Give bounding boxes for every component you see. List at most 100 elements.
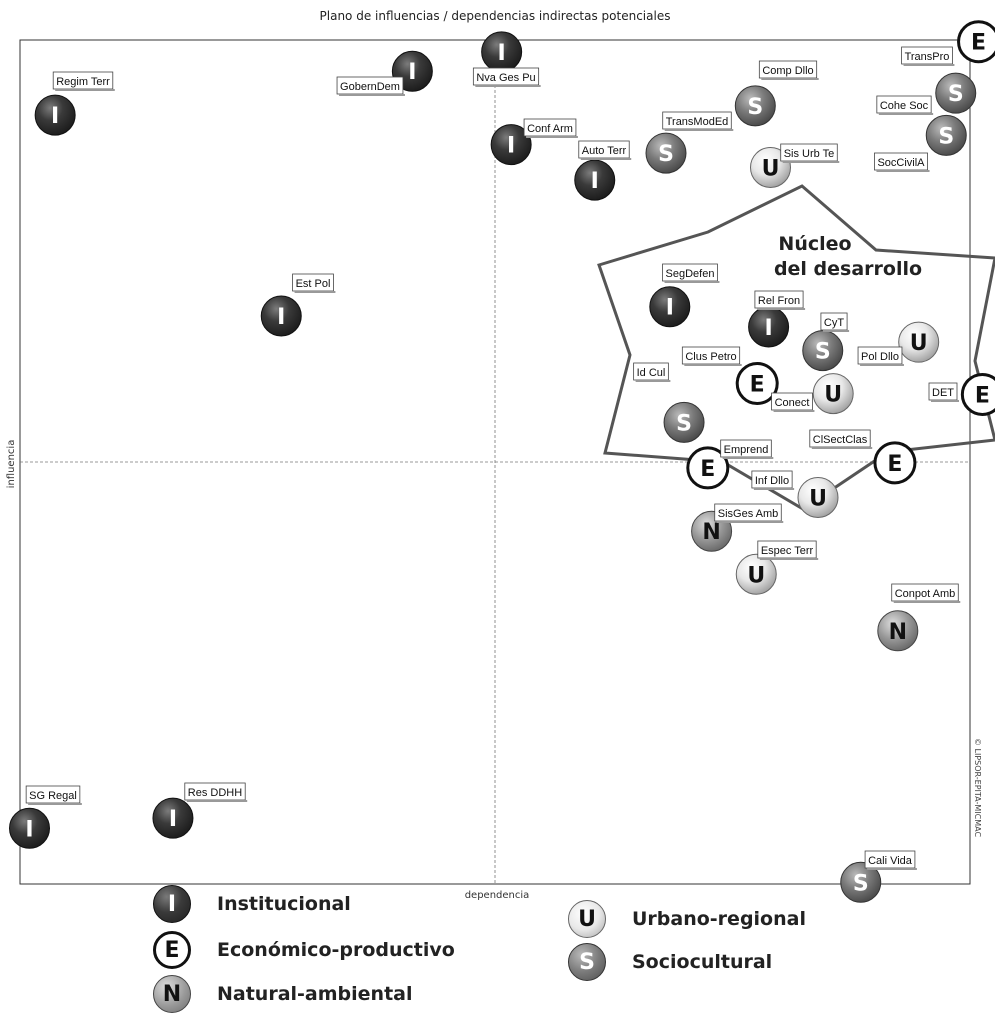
point-label-text: Cohe Soc — [880, 100, 929, 112]
marker-e-icon — [960, 372, 995, 416]
point-label: Espec Terr — [757, 540, 817, 559]
data-point-goberndem: I GobernDem — [336, 50, 433, 95]
marker-s-icon — [840, 861, 882, 903]
marker-i-icon — [9, 807, 50, 849]
marker-letter: U — [809, 486, 827, 511]
marker-letter: I — [666, 296, 674, 321]
marker-i-icon — [152, 797, 194, 839]
label-shadow — [931, 400, 959, 402]
point-label-text: Comp Dllo — [762, 65, 813, 77]
point-label: TransModEd — [662, 111, 732, 130]
label-shadow — [28, 803, 82, 805]
data-point-conf-arm: I Conf Arm — [490, 118, 577, 166]
label-shadow — [635, 380, 671, 382]
data-point-regim-terr: I Regim Terr — [34, 71, 114, 136]
point-label-text: Espec Terr — [761, 545, 814, 557]
data-point-rel-fron: I Rel Fron — [748, 290, 804, 348]
point-label: Emprend — [720, 439, 772, 458]
point-label-text: DET — [932, 387, 954, 399]
legend-label: Sociocultural — [632, 951, 773, 973]
legend-urbano-icon: U — [568, 900, 606, 938]
point-label-text: Est Pol — [296, 278, 331, 290]
marker-letter: U — [824, 383, 842, 408]
label-shadow — [867, 868, 917, 870]
marker-letter: U — [747, 563, 765, 588]
marker-s-icon — [663, 401, 705, 443]
point-label: SegDefen — [662, 263, 718, 282]
marker-letter: S — [747, 95, 763, 120]
point-label-text: Sis Urb Te — [784, 148, 835, 160]
x-axis-label: dependencia — [465, 890, 530, 901]
point-label-text: Auto Terr — [582, 145, 627, 157]
marker-u-icon — [797, 476, 839, 518]
marker-letter: U — [910, 331, 928, 356]
legend-natural-icon: N — [153, 975, 191, 1013]
label-shadow — [811, 447, 873, 449]
label-shadow — [684, 364, 742, 366]
label-shadow — [756, 308, 806, 310]
point-label-text: Cali Vida — [868, 855, 913, 867]
data-point-conpot-amb: N Conpot Amb — [877, 583, 959, 652]
marker-letter: E — [887, 452, 902, 477]
data-point-comp-dllo: S Comp Dllo — [734, 60, 818, 127]
marker-letter: I — [408, 60, 416, 85]
legend-institucional-icon: I — [153, 885, 191, 923]
marker-e-icon — [686, 446, 730, 490]
point-label: DET — [928, 382, 958, 401]
marker-letter: I — [169, 807, 177, 832]
point-label: Sis Urb Te — [780, 143, 838, 162]
label-shadow — [526, 136, 578, 138]
data-point-emprend: E Emprend — [686, 439, 772, 490]
marker-letter: I — [25, 817, 33, 842]
point-label: Res DDHH — [184, 782, 246, 801]
point-label-text: CyT — [824, 317, 844, 329]
marker-letter: S — [658, 142, 674, 167]
marker-letter: I — [277, 305, 285, 330]
point-label: Pol Dllo — [857, 346, 903, 365]
marker-letter: I — [51, 104, 59, 129]
legend-sociocultural-icon: S — [568, 943, 606, 981]
data-point-cohe-soc: S Cohe Soc — [876, 72, 977, 114]
data-point-soccivila: S SocCivilA — [874, 114, 967, 171]
point-label: Conpot Amb — [891, 583, 959, 602]
point-label-text: SG Regal — [29, 790, 77, 802]
marker-e-icon — [735, 362, 779, 406]
marker-i-icon — [260, 295, 302, 337]
label-shadow — [186, 800, 248, 802]
point-label: Inf Dllo — [751, 470, 793, 489]
marker-letter: N — [702, 520, 720, 545]
marker-s-icon — [935, 72, 977, 114]
legend-item-sociocultural: S Sociocultural — [568, 943, 772, 981]
data-point-transmoded: S TransModEd — [645, 111, 732, 174]
region-label-line1: Núcleo — [778, 233, 851, 255]
legend-item-institucional: I Institucional — [153, 885, 351, 923]
data-point-clus-petro: E Clus Petro — [681, 346, 779, 406]
point-label-text: Rel Fron — [758, 295, 800, 307]
data-point-det: E DET — [928, 372, 995, 416]
label-shadow — [876, 170, 930, 172]
data-point-res-ddhh: I Res DDHH — [152, 782, 246, 839]
data-point-segdefen: I SegDefen — [649, 263, 718, 328]
point-label-text: Conect — [775, 397, 810, 409]
label-shadow — [580, 158, 632, 160]
marker-i-icon — [34, 94, 76, 136]
legend-label: Institucional — [217, 893, 351, 915]
point-label: Cohe Soc — [876, 95, 932, 114]
label-shadow — [339, 94, 405, 96]
nucleo-region — [597, 184, 995, 511]
label-shadow — [878, 113, 934, 115]
legend-label: Económico-productivo — [217, 939, 455, 961]
point-label: TransPro — [901, 46, 953, 65]
point-label: Comp Dllo — [758, 60, 818, 79]
label-shadow — [722, 457, 774, 459]
marker-letter: S — [938, 124, 954, 149]
marker-e-icon — [957, 20, 995, 64]
point-label-text: GobernDem — [340, 81, 400, 93]
region-label-line2: del desarrollo — [774, 258, 922, 280]
marker-letter: I — [498, 41, 506, 66]
point-label: Auto Terr — [578, 140, 630, 159]
marker-i-icon — [649, 286, 691, 328]
marker-s-icon — [734, 85, 776, 127]
marker-u-icon — [898, 321, 940, 363]
